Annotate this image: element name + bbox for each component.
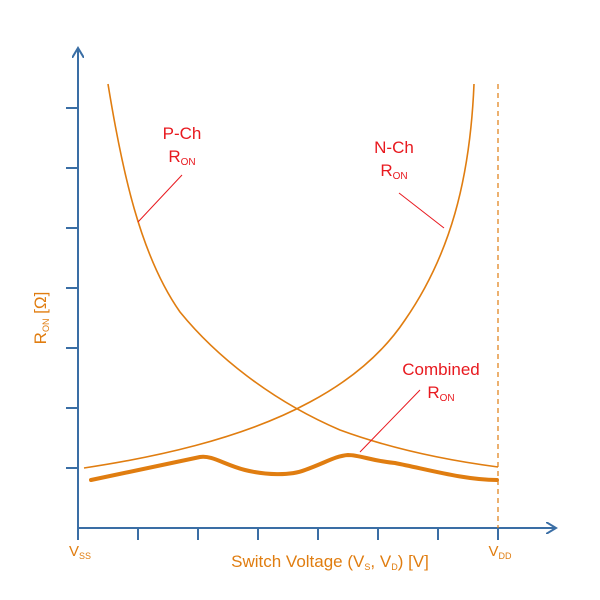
vss-tick-label: VSS: [69, 543, 91, 561]
combined-ron-curve: [89, 453, 499, 482]
x-axis-ticks: [77, 528, 499, 540]
pch-label-ron: RON: [168, 147, 195, 168]
nch-label-title: N-Ch: [374, 138, 414, 157]
pch-label-title: P-Ch: [163, 124, 202, 143]
pch-leader-line: [137, 174, 183, 223]
x-axis-label: Switch Voltage (VS, VD) [V]: [231, 552, 429, 572]
nch-label-ron: RON: [380, 161, 407, 182]
vdd-tick-label: VDD: [488, 543, 512, 561]
combined-leader-line: [359, 389, 421, 453]
combined-label-title: Combined: [402, 360, 480, 379]
nch-ron-curve: [83, 83, 475, 469]
pch-ron-curve: [107, 83, 499, 468]
combined-label-ron: RON: [427, 383, 454, 404]
y-axis-label: RON [Ω]: [31, 292, 51, 345]
y-axis-ticks: [66, 107, 78, 469]
nch-leader-line: [398, 192, 445, 229]
